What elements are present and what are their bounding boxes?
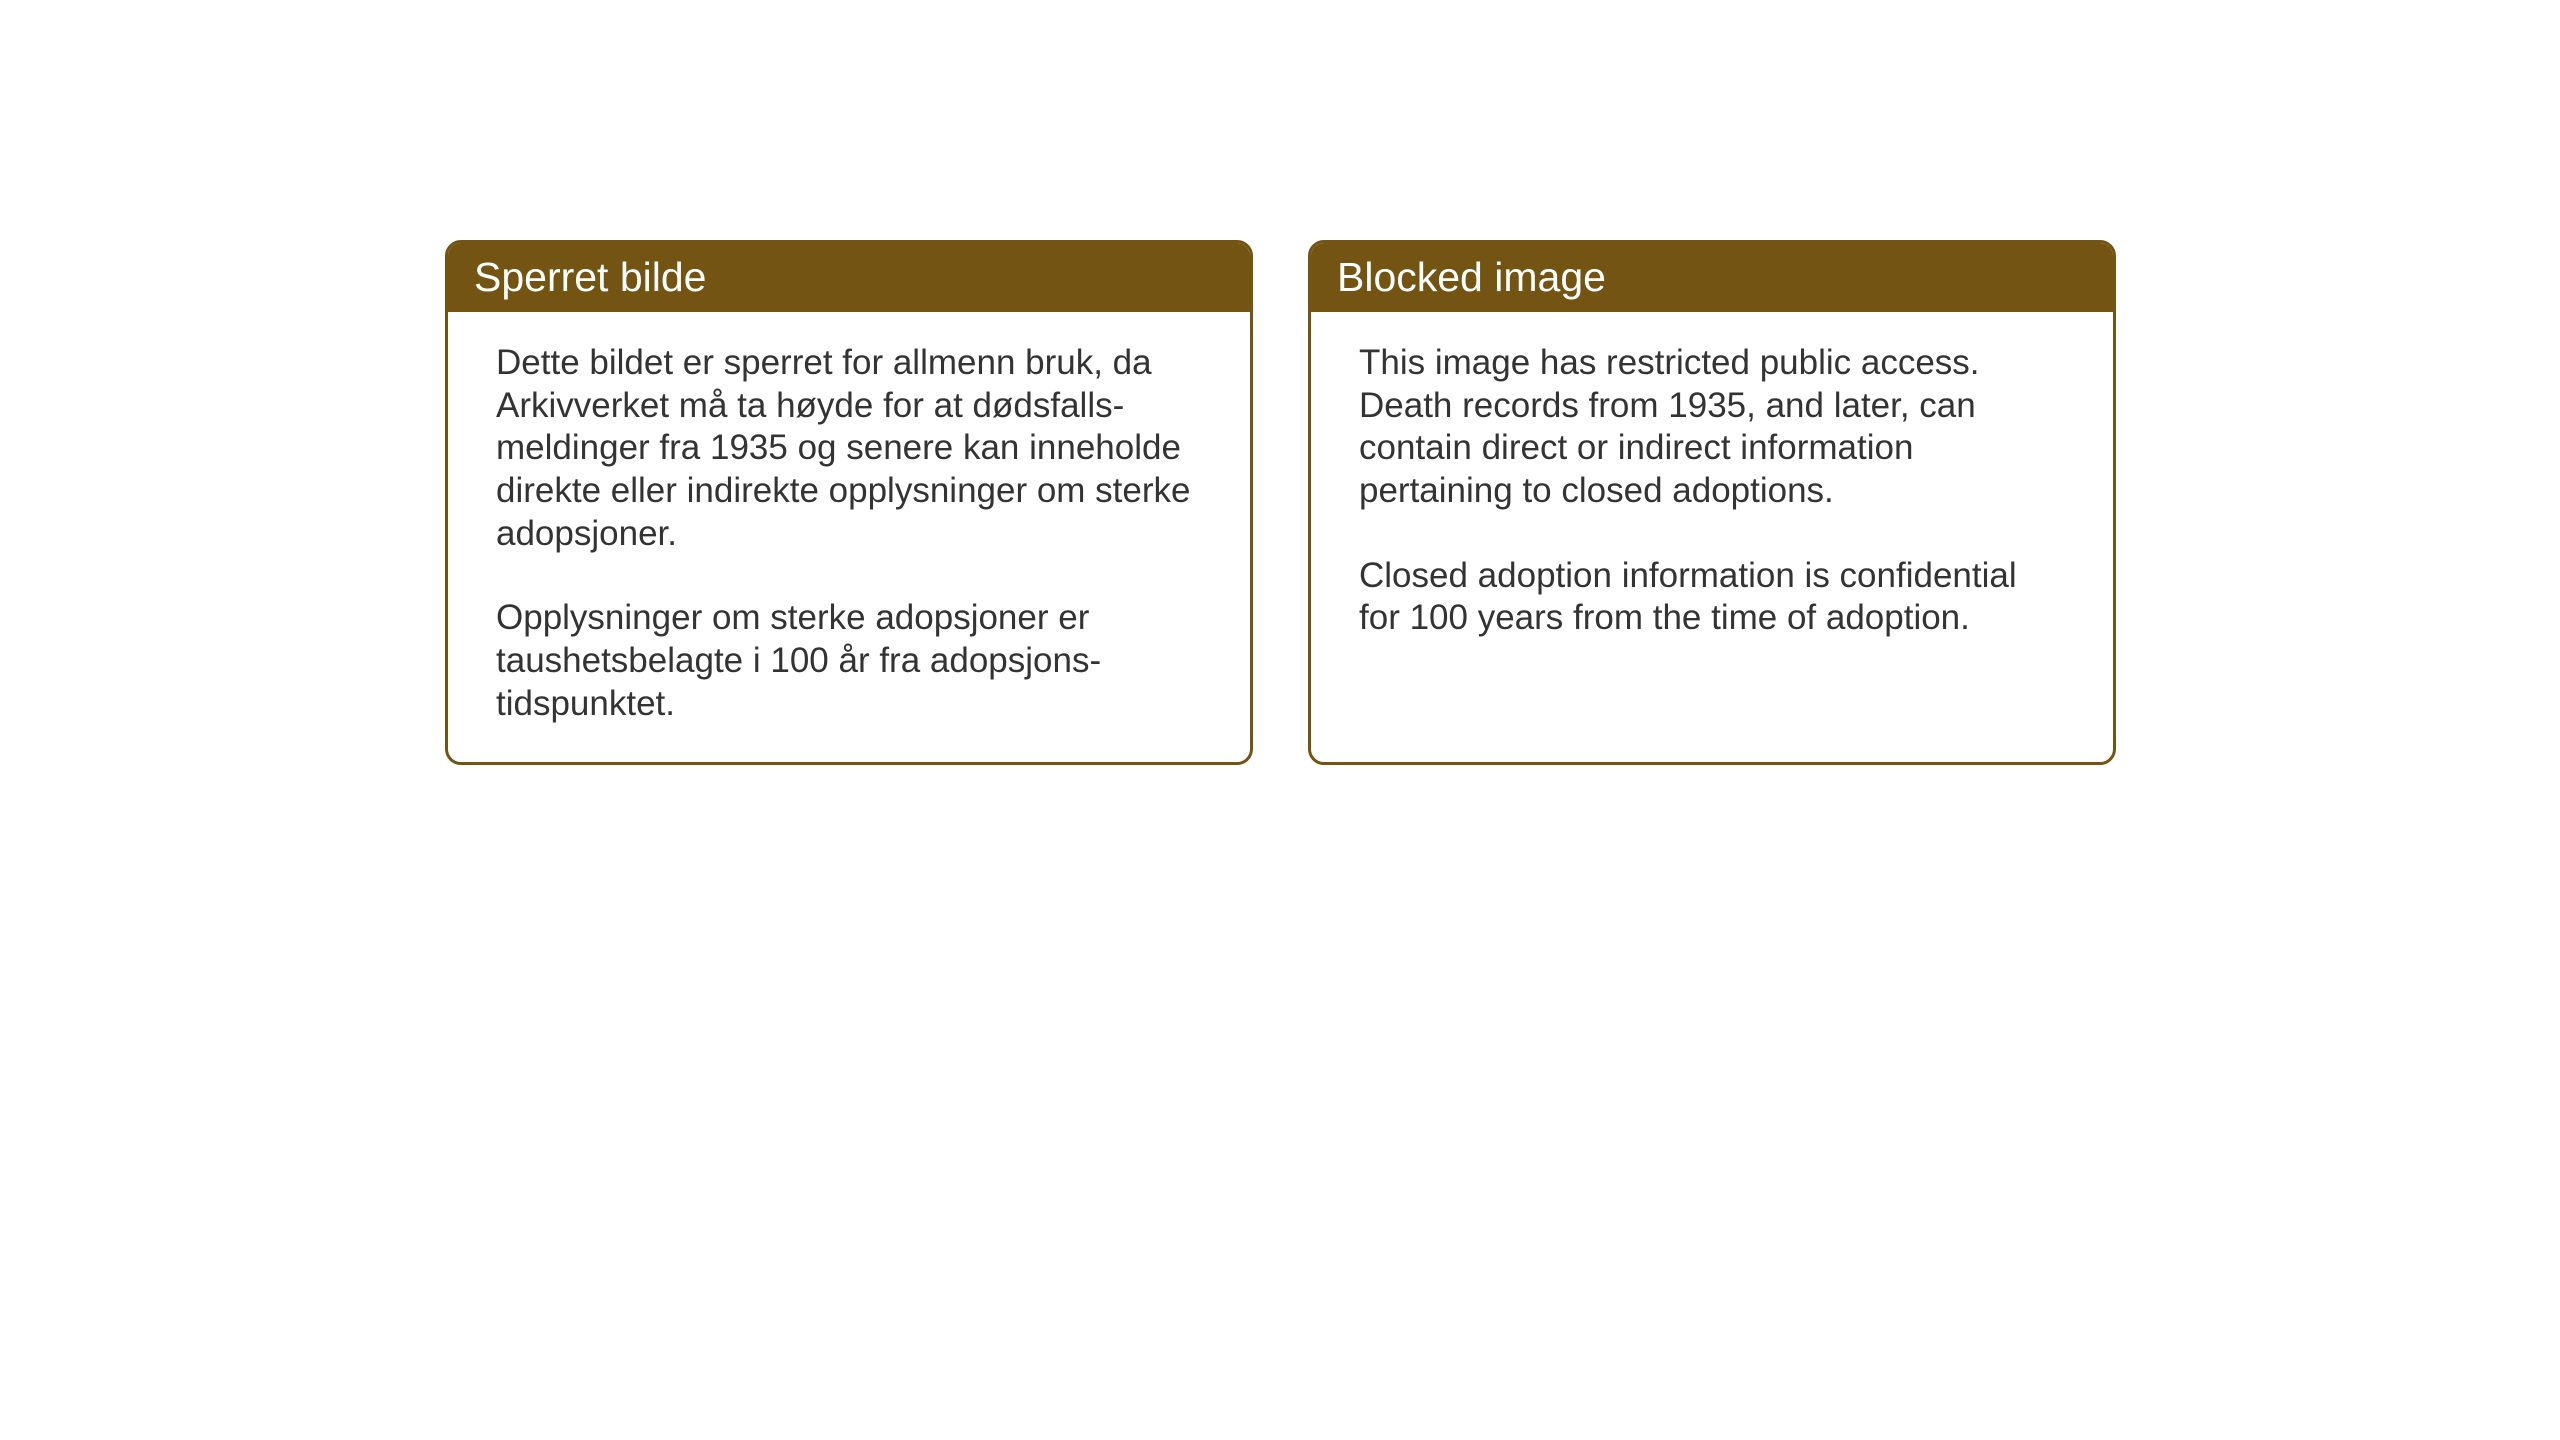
card-norwegian-body: Dette bildet er sperret for allmenn bruk… (448, 312, 1250, 762)
card-english-paragraph-2: Closed adoption information is confident… (1359, 555, 2065, 640)
card-english-paragraph-1: This image has restricted public access.… (1359, 342, 2065, 513)
card-english-body: This image has restricted public access.… (1311, 312, 2113, 676)
card-english-header: Blocked image (1311, 243, 2113, 312)
card-norwegian-paragraph-1: Dette bildet er sperret for allmenn bruk… (496, 342, 1202, 555)
card-english: Blocked image This image has restricted … (1308, 240, 2116, 765)
card-norwegian-header: Sperret bilde (448, 243, 1250, 312)
card-norwegian: Sperret bilde Dette bildet er sperret fo… (445, 240, 1253, 765)
cards-container: Sperret bilde Dette bildet er sperret fo… (445, 240, 2116, 765)
card-norwegian-paragraph-2: Opplysninger om sterke adopsjoner er tau… (496, 597, 1202, 725)
